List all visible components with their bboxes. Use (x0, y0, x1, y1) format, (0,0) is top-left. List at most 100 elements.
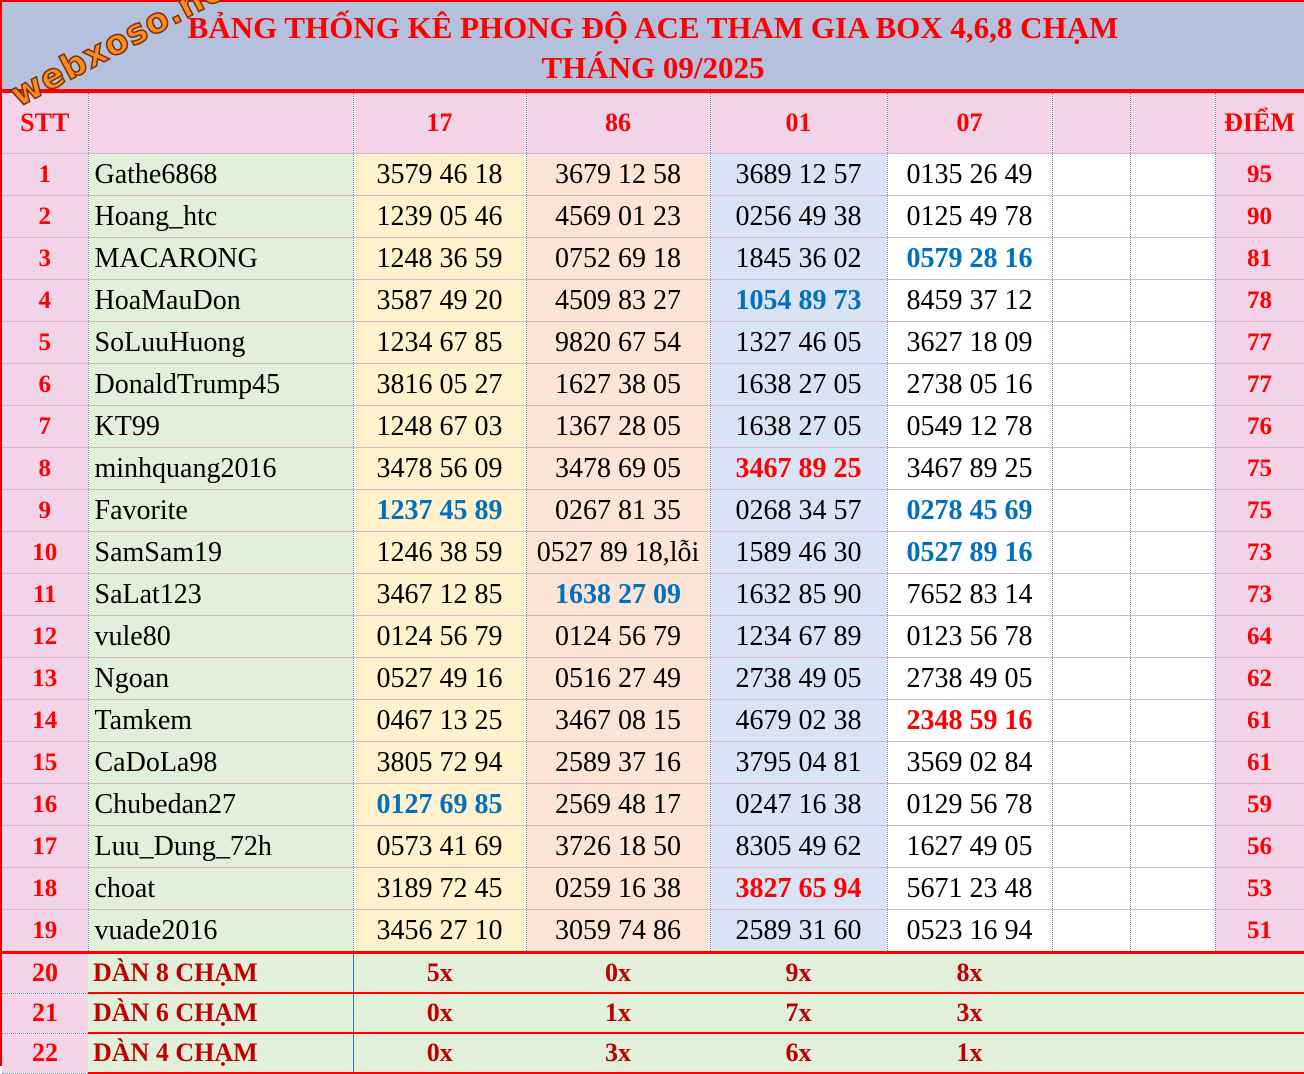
player-name[interactable]: Tamkem (88, 699, 354, 742)
player-name[interactable]: SaLat123 (88, 573, 354, 616)
row-stt: 22 (2, 1033, 88, 1074)
number-cell[interactable]: 4509 83 27 (526, 279, 711, 322)
number-cell[interactable]: 1367 28 05 (526, 405, 711, 448)
player-name[interactable]: vule80 (88, 615, 354, 658)
empty-cell (1130, 573, 1216, 616)
number-cell[interactable]: 0527 89 16 (887, 531, 1053, 574)
number-cell[interactable]: 1234 67 89 (710, 615, 888, 658)
number-cell[interactable]: 3456 27 10 (353, 909, 527, 953)
number-cell[interactable]: 0573 41 69 (353, 825, 527, 868)
number-cell[interactable]: 3805 72 94 (353, 741, 527, 784)
number-cell[interactable]: 3467 12 85 (353, 573, 527, 616)
player-name[interactable]: SamSam19 (88, 531, 354, 574)
number-cell[interactable]: 1234 67 85 (353, 321, 527, 364)
player-name[interactable]: Gathe6868 (88, 153, 354, 196)
number-cell[interactable]: 0527 89 18,lỗi (526, 531, 711, 574)
number-cell[interactable]: 5671 23 48 (887, 867, 1053, 910)
number-cell[interactable]: 3467 89 25 (710, 447, 888, 490)
number-cell[interactable]: 3467 08 15 (526, 699, 711, 742)
player-name[interactable]: Favorite (88, 489, 354, 532)
number-cell[interactable]: 2589 31 60 (710, 909, 888, 953)
player-name[interactable]: vuade2016 (88, 909, 354, 953)
number-cell[interactable]: 3689 12 57 (710, 153, 888, 196)
player-name[interactable]: Chubedan27 (88, 783, 354, 826)
number-cell[interactable]: 0127 69 85 (353, 783, 527, 826)
player-name[interactable]: KT99 (88, 405, 354, 448)
number-cell[interactable]: 1237 45 89 (353, 489, 527, 532)
number-cell[interactable]: 2348 59 16 (887, 699, 1053, 742)
number-cell[interactable]: 0549 12 78 (887, 405, 1053, 448)
player-name[interactable]: MACARONG (88, 237, 354, 280)
number-cell[interactable]: 0129 56 78 (887, 783, 1053, 826)
number-cell[interactable]: 0752 69 18 (526, 237, 711, 280)
number-cell[interactable]: 0268 34 57 (710, 489, 888, 532)
number-cell[interactable]: 2738 49 05 (710, 657, 888, 700)
number-cell[interactable]: 0135 26 49 (887, 153, 1053, 196)
number-cell[interactable]: 0256 49 38 (710, 195, 888, 238)
number-cell[interactable]: 3478 69 05 (526, 447, 711, 490)
player-name[interactable]: HoaMauDon (88, 279, 354, 322)
number-cell[interactable]: 3827 65 94 (710, 867, 888, 910)
number-cell[interactable]: 1845 36 02 (710, 237, 888, 280)
number-cell[interactable]: 1632 85 90 (710, 573, 888, 616)
number-cell[interactable]: 3579 46 18 (353, 153, 527, 196)
number-cell[interactable]: 1589 46 30 (710, 531, 888, 574)
number-cell[interactable]: 0523 16 94 (887, 909, 1053, 953)
number-cell[interactable]: 0467 13 25 (353, 699, 527, 742)
number-cell[interactable]: 3795 04 81 (710, 741, 888, 784)
player-name[interactable]: Ngoan (88, 657, 354, 700)
number-cell[interactable]: 1248 67 03 (353, 405, 527, 448)
number-cell[interactable]: 3569 02 84 (887, 741, 1053, 784)
number-cell[interactable]: 3478 56 09 (353, 447, 527, 490)
number-cell[interactable]: 0124 56 79 (526, 615, 711, 658)
number-cell[interactable]: 0259 16 38 (526, 867, 711, 910)
number-cell[interactable]: 1627 49 05 (887, 825, 1053, 868)
number-cell[interactable]: 0579 28 16 (887, 237, 1053, 280)
number-cell[interactable]: 4569 01 23 (526, 195, 711, 238)
number-cell[interactable]: 1239 05 46 (353, 195, 527, 238)
number-cell[interactable]: 1638 27 09 (526, 573, 711, 616)
number-cell[interactable]: 1054 89 73 (710, 279, 888, 322)
empty-cell (1052, 909, 1131, 953)
player-name[interactable]: Luu_Dung_72h (88, 825, 354, 868)
empty-cell (1130, 153, 1216, 196)
number-cell[interactable]: 3587 49 20 (353, 279, 527, 322)
number-cell[interactable]: 0516 27 49 (526, 657, 711, 700)
number-cell[interactable]: 9820 67 54 (526, 321, 711, 364)
number-cell[interactable]: 4679 02 38 (710, 699, 888, 742)
number-cell[interactable]: 7652 83 14 (887, 573, 1053, 616)
number-cell[interactable]: 3467 89 25 (887, 447, 1053, 490)
number-cell[interactable]: 0267 81 35 (526, 489, 711, 532)
player-name[interactable]: minhquang2016 (88, 447, 354, 490)
number-cell[interactable]: 3726 18 50 (526, 825, 711, 868)
number-cell[interactable]: 1638 27 05 (710, 405, 888, 448)
number-cell[interactable]: 0278 45 69 (887, 489, 1053, 532)
number-cell[interactable]: 1638 27 05 (710, 363, 888, 406)
empty-cell (1052, 447, 1131, 490)
number-cell[interactable]: 0123 56 78 (887, 615, 1053, 658)
number-cell[interactable]: 2589 37 16 (526, 741, 711, 784)
number-cell[interactable]: 0124 56 79 (353, 615, 527, 658)
number-cell[interactable]: 8459 37 12 (887, 279, 1053, 322)
number-cell[interactable]: 3189 72 45 (353, 867, 527, 910)
number-cell[interactable]: 1246 38 59 (353, 531, 527, 574)
number-cell[interactable]: 3679 12 58 (526, 153, 711, 196)
number-cell[interactable]: 0527 49 16 (353, 657, 527, 700)
number-cell[interactable]: 0125 49 78 (887, 195, 1053, 238)
number-cell[interactable]: 2738 05 16 (887, 363, 1053, 406)
number-cell[interactable]: 2738 49 05 (887, 657, 1053, 700)
number-cell[interactable]: 2569 48 17 (526, 783, 711, 826)
number-cell[interactable]: 1248 36 59 (353, 237, 527, 280)
player-name[interactable]: CaDoLa98 (88, 741, 354, 784)
player-name[interactable]: SoLuuHuong (88, 321, 354, 364)
number-cell[interactable]: 3627 18 09 (887, 321, 1053, 364)
player-name[interactable]: choat (88, 867, 354, 910)
number-cell[interactable]: 3059 74 86 (526, 909, 711, 953)
player-name[interactable]: Hoang_htc (88, 195, 354, 238)
number-cell[interactable]: 8305 49 62 (710, 825, 888, 868)
player-name[interactable]: DonaldTrump45 (88, 363, 354, 406)
number-cell[interactable]: 1627 38 05 (526, 363, 711, 406)
number-cell[interactable]: 3816 05 27 (353, 363, 527, 406)
number-cell[interactable]: 0247 16 38 (710, 783, 888, 826)
number-cell[interactable]: 1327 46 05 (710, 321, 888, 364)
